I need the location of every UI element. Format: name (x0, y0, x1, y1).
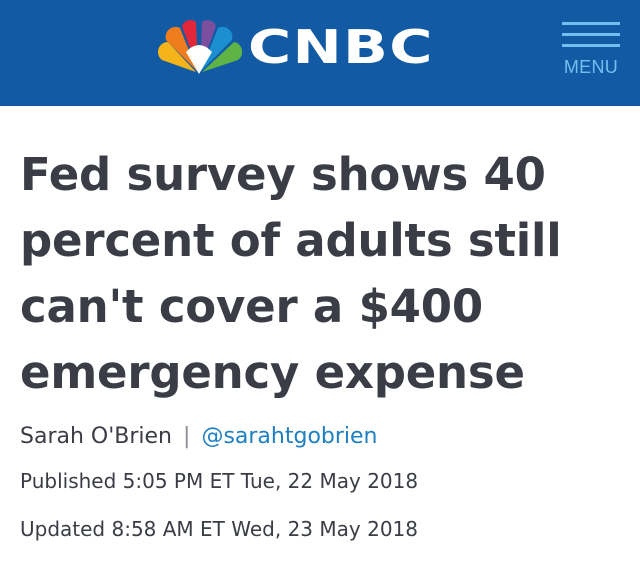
published-timestamp: Published 5:05 PM ET Tue, 22 May 2018 (20, 469, 419, 493)
updated-timestamp: Updated 8:58 AM ET Wed, 23 May 2018 (20, 517, 418, 541)
author-name: Sarah O'Brien (20, 424, 173, 449)
hamburger-menu-icon (562, 22, 620, 47)
site-header: CNBC MENU (0, 0, 640, 106)
byline: Sarah O'Brien | @sarahtgobrien (20, 424, 616, 449)
author-twitter-link[interactable]: @sarahtgobrien (201, 424, 378, 449)
menu-button[interactable]: MENU (562, 22, 620, 78)
cnbc-logo[interactable]: CNBC (156, 18, 432, 76)
byline-separator: | (183, 424, 191, 449)
peacock-logo-icon (158, 20, 242, 74)
menu-label: MENU (563, 57, 619, 77)
article-header: Fed survey shows 40 percent of adults st… (0, 106, 640, 541)
article-headline: Fed survey shows 40 percent of adults st… (20, 148, 562, 399)
brand-wordmark: CNBC (248, 20, 434, 74)
